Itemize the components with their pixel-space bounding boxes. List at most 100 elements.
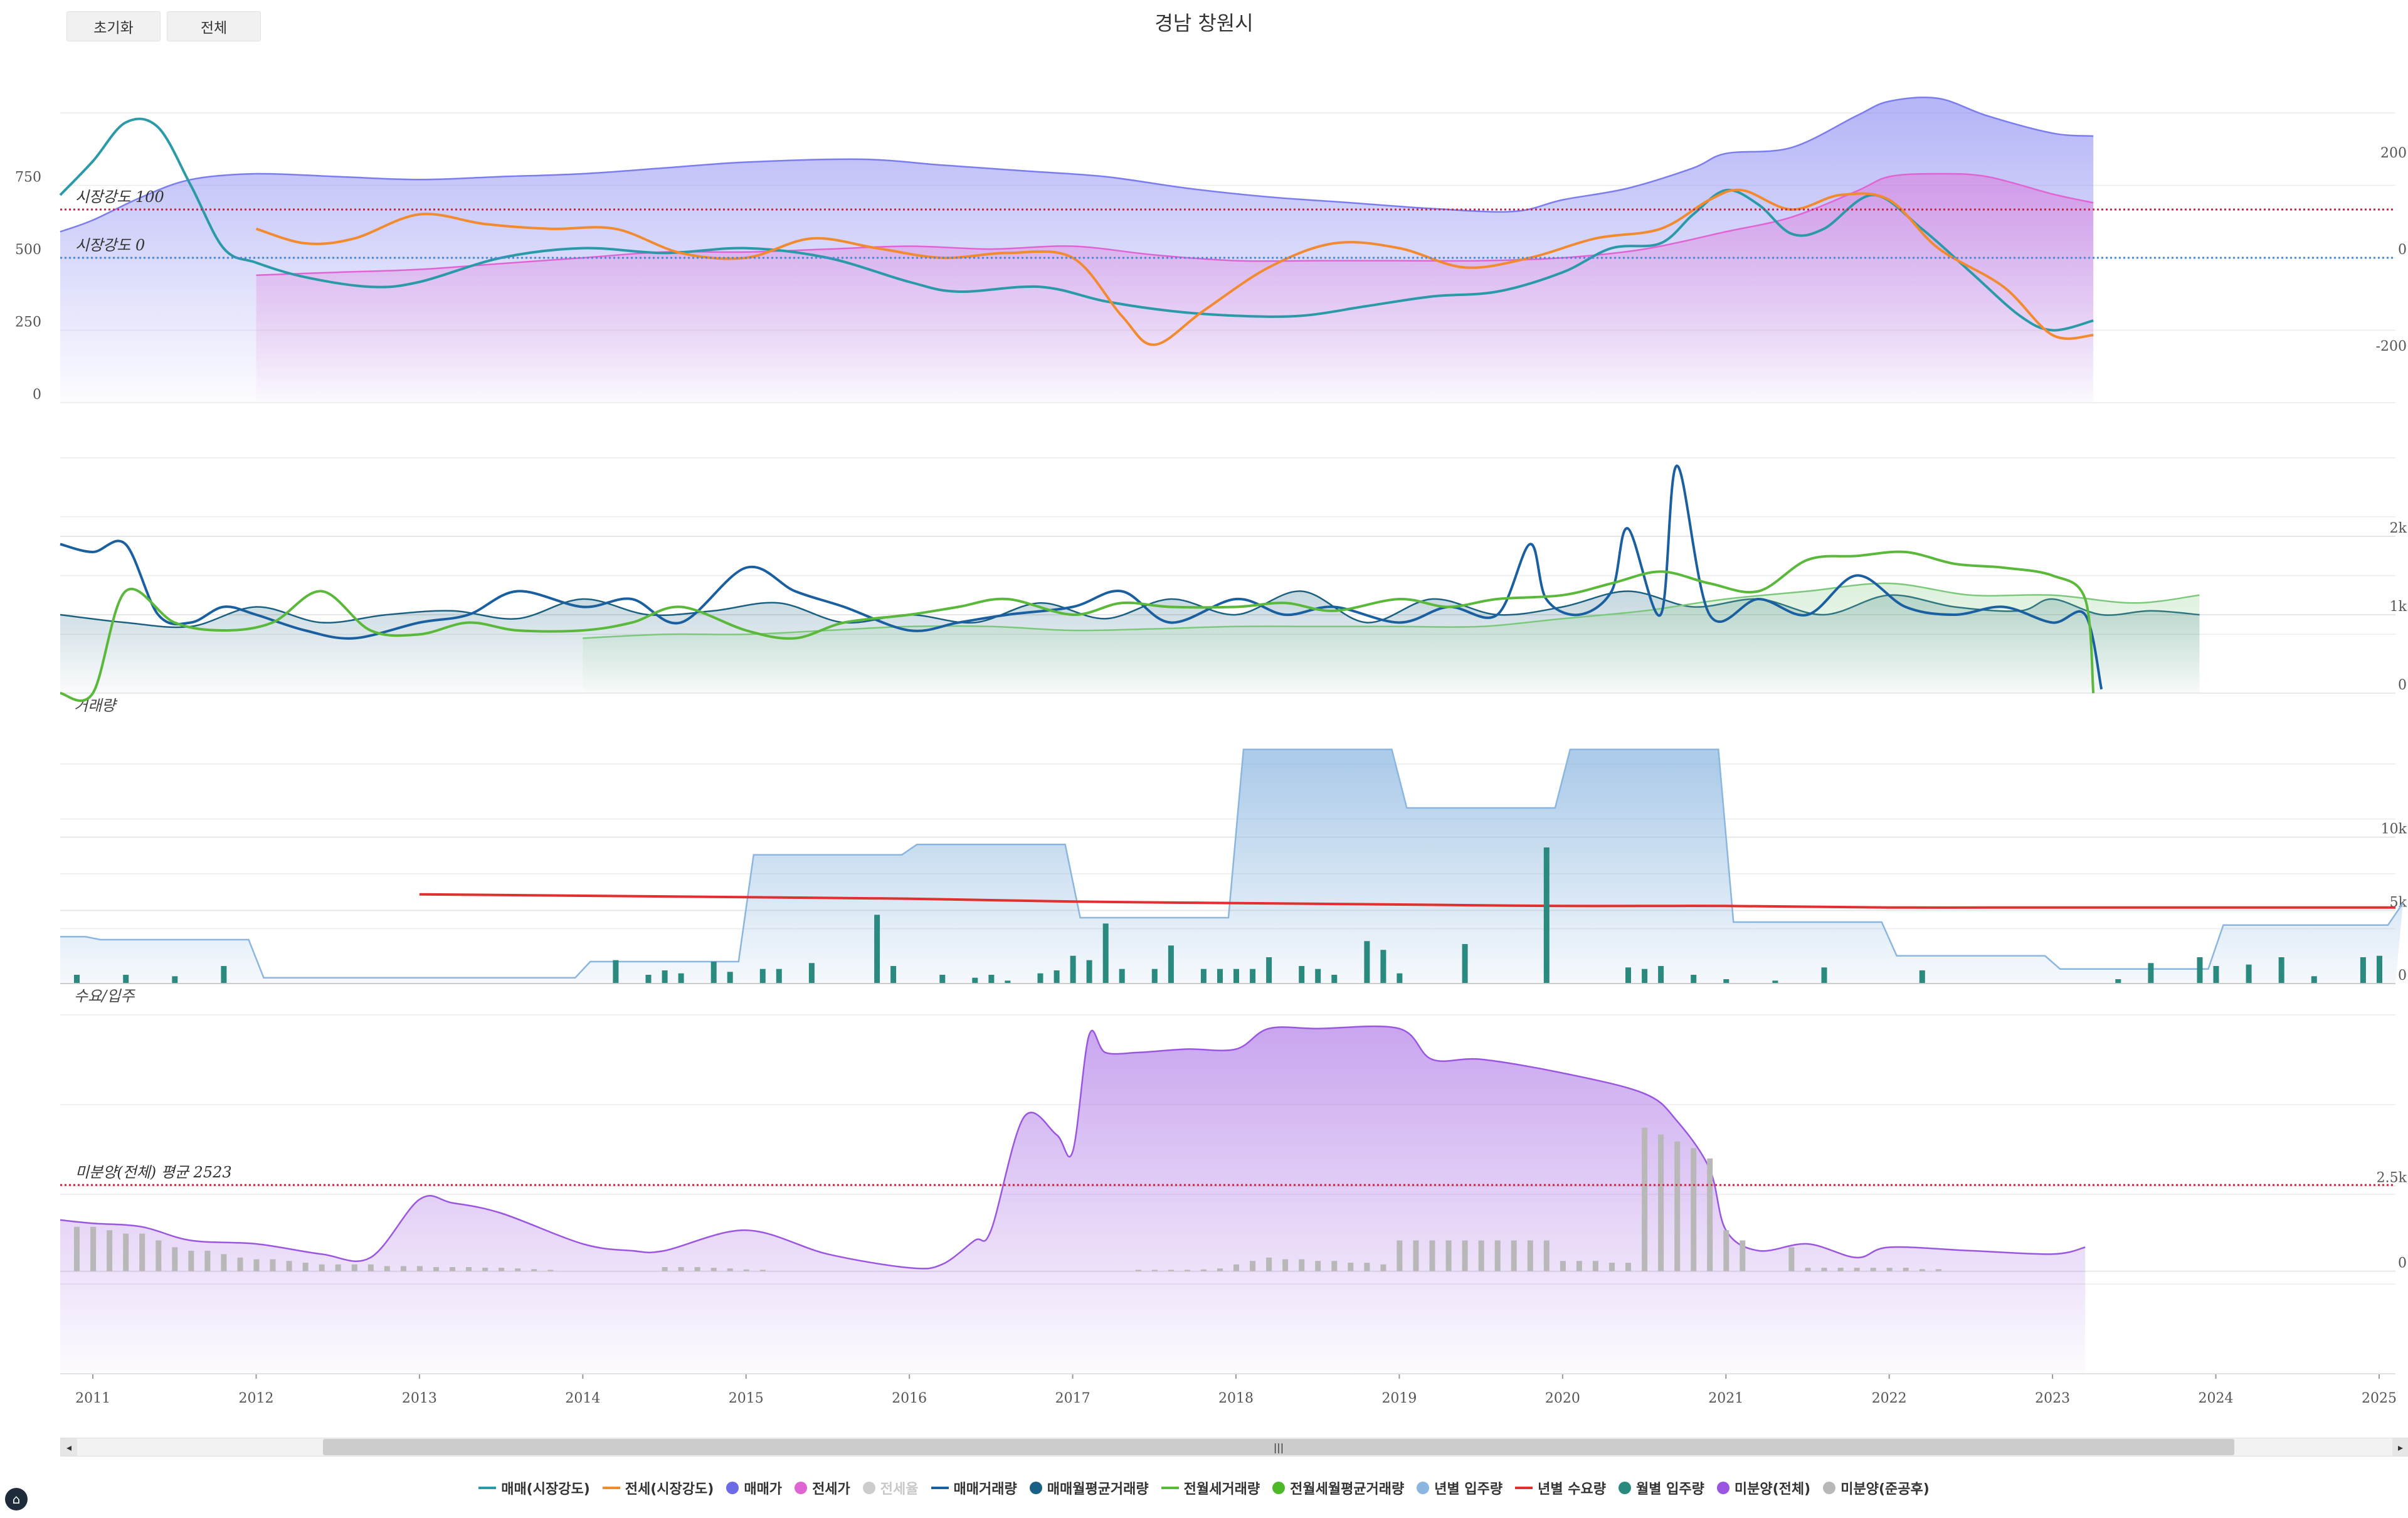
bar: [1151, 1270, 1158, 1271]
legend: 매매(시장강도) 전세(시장강도) 매매가 전세가 전세율 매매거래량 매매월평균거래량 전월…: [0, 1478, 2408, 1498]
bar: [1429, 1240, 1435, 1271]
bar: [1462, 944, 1468, 984]
scroll-left-arrow-icon[interactable]: ◂: [61, 1438, 77, 1456]
x-tick-label: 2019: [1381, 1391, 1417, 1406]
legend-label: 전월세거래량: [1183, 1482, 1260, 1497]
right-axis-tick: -200: [2376, 339, 2407, 354]
bar: [547, 1270, 554, 1271]
series-4-volume[interactable]: [60, 550, 2095, 703]
x-tick-label: 2017: [1055, 1391, 1090, 1406]
bar: [1494, 1240, 1501, 1271]
bar: [1527, 1240, 1533, 1271]
home-logo-icon[interactable]: ⌂: [5, 1488, 28, 1510]
series-line: [60, 464, 2103, 690]
legend-item[interactable]: 월별 입주량: [1619, 1478, 1704, 1498]
legend-label: 매매거래량: [953, 1482, 1017, 1497]
legend-symbol-icon: [726, 1482, 739, 1494]
x-tick-label: 2024: [2199, 1391, 2234, 1406]
legend-label: 미분양(전체): [1734, 1482, 1811, 1497]
legend-item[interactable]: 미분양(준공후): [1823, 1478, 1930, 1498]
bar: [1870, 1268, 1876, 1271]
area-fill: [583, 583, 2200, 693]
series-2-supply[interactable]: [419, 893, 2395, 909]
bar: [1543, 1240, 1550, 1271]
legend-item[interactable]: 년별 입주량: [1417, 1478, 1502, 1498]
legend-symbol-icon: [795, 1482, 808, 1494]
legend-item[interactable]: 전월세거래량: [1161, 1478, 1260, 1498]
legend-item[interactable]: 년별 수요량: [1515, 1478, 1606, 1498]
bar: [743, 1269, 749, 1271]
bar: [221, 966, 227, 984]
scroll-thumb[interactable]: |||: [323, 1439, 2234, 1455]
series-1-supply[interactable]: [60, 748, 2404, 984]
bar: [400, 1266, 406, 1271]
series-3-volume[interactable]: [60, 464, 2103, 690]
bar: [1609, 1263, 1615, 1271]
range-scrollbar[interactable]: ◂ ||| ▸: [60, 1438, 2408, 1457]
chart-canvas[interactable]: 2011 2012 2013 2014 2015 2016 2017 2018 2019 2020…: [0, 0, 2408, 1436]
right-axis-tick: 200: [2380, 146, 2407, 161]
bar: [678, 1267, 684, 1271]
bar: [1903, 1268, 1909, 1271]
series-2-volume[interactable]: [583, 582, 2200, 693]
legend-item[interactable]: 매매거래량: [931, 1478, 1017, 1498]
legend-symbol-icon: [602, 1487, 620, 1489]
bar: [1592, 1261, 1598, 1271]
bar: [727, 1268, 733, 1271]
series-4-price[interactable]: [255, 188, 2094, 346]
legend-item[interactable]: 매매(시장강도): [478, 1478, 590, 1498]
bar: [1691, 975, 1697, 984]
x-tick-label: 2015: [729, 1391, 764, 1406]
right-axis-tick: 0: [2398, 242, 2407, 258]
bar: [1674, 1141, 1681, 1271]
reset-button[interactable]: 초기화: [66, 11, 161, 41]
left-axis-tick: 500: [15, 242, 41, 258]
series-2-unsold[interactable]: [74, 1127, 1941, 1271]
series-3-supply[interactable]: [74, 847, 2382, 984]
legend-item[interactable]: 미분양(전체): [1716, 1478, 1811, 1498]
area-line: [60, 97, 2094, 233]
legend-item[interactable]: 매매월평균거래량: [1029, 1478, 1149, 1498]
reference-line-label: 미분양(전체) 평균 2523: [75, 1164, 232, 1181]
legend-item[interactable]: 전세가: [795, 1478, 850, 1498]
bar: [1086, 960, 1092, 984]
all-range-button[interactable]: 전체: [167, 11, 261, 41]
legend-label: 매매가: [744, 1482, 783, 1497]
series-1-unsold[interactable]: [60, 1025, 2086, 1374]
bar: [156, 1240, 162, 1271]
series-3-price[interactable]: [59, 117, 2094, 332]
bar: [1282, 1259, 1289, 1271]
bar: [253, 1259, 260, 1271]
legend-item[interactable]: 전월세월평균거래량: [1272, 1478, 1404, 1498]
area-fill: [256, 173, 2094, 403]
legend-item[interactable]: 매매가: [726, 1478, 782, 1498]
bar: [1445, 1240, 1452, 1271]
legend-symbol-icon: [1272, 1482, 1286, 1494]
bar: [1642, 969, 1648, 984]
bar: [74, 975, 80, 984]
bar: [2115, 979, 2121, 984]
bar: [776, 969, 782, 984]
bar: [172, 976, 178, 984]
bar: [694, 1267, 700, 1271]
bar: [1886, 1268, 1893, 1271]
bar: [808, 963, 815, 984]
bar: [2197, 957, 2203, 984]
right-axis-tick: 0: [2398, 677, 2407, 693]
x-tick-label: 2020: [1545, 1391, 1580, 1406]
bar: [1772, 980, 1778, 984]
bar: [1315, 969, 1321, 984]
x-tick-label: 2025: [2362, 1391, 2397, 1406]
x-tick-label: 2013: [402, 1391, 437, 1406]
scroll-right-arrow-icon[interactable]: ▸: [2392, 1438, 2408, 1456]
legend-item[interactable]: 전세(시장강도): [602, 1478, 714, 1498]
legend-label: 전세율: [880, 1482, 919, 1497]
right-axis-tick: 2k: [2390, 521, 2407, 536]
bar: [123, 975, 129, 984]
legend-item[interactable]: 전세율: [862, 1478, 919, 1498]
bar: [1299, 966, 1305, 984]
bar: [2377, 955, 2382, 984]
legend-symbol-icon: [1029, 1482, 1042, 1494]
legend-label: 매매(시장강도): [501, 1482, 590, 1497]
bar: [1266, 1257, 1272, 1271]
